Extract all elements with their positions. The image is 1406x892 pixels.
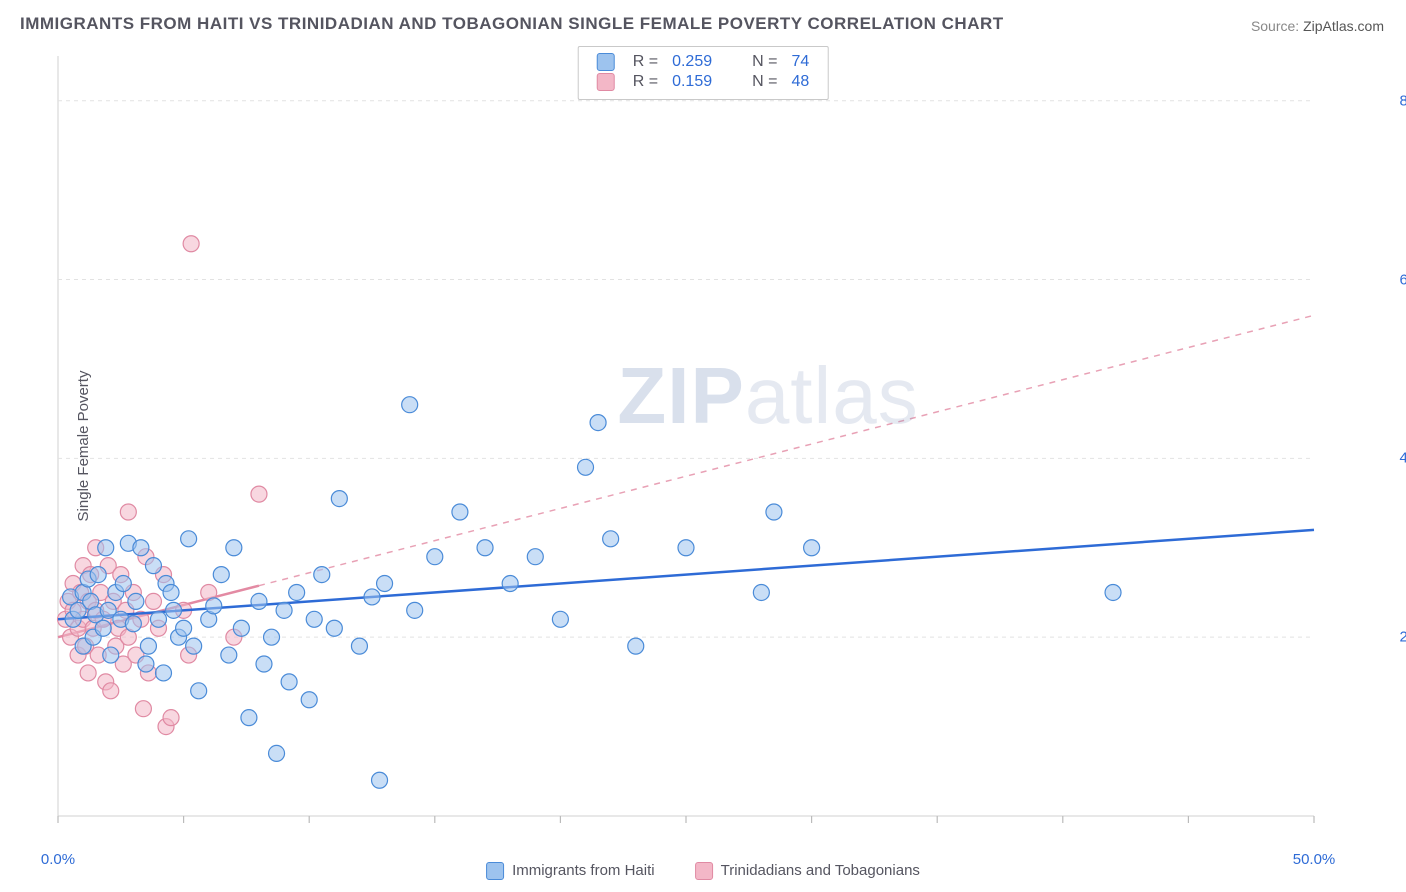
series-legend: Immigrants from Haiti Trinidadians and To… (486, 862, 920, 880)
legend-label: Immigrants from Haiti (512, 862, 655, 879)
y-tick-label: 80.0% (1399, 92, 1406, 109)
legend-item: Immigrants from Haiti (486, 862, 655, 880)
x-tick-label: 0.0% (41, 851, 75, 868)
stats-legend-row: R = 0.159 N = 48 (597, 73, 810, 91)
x-tick-label: 50.0% (1293, 851, 1336, 868)
stat-r-label: R = (633, 73, 658, 91)
stat-n-label: N = (752, 53, 777, 71)
stats-legend: R = 0.259 N = 74 R = 0.159 N = 48 (578, 46, 829, 100)
legend-label: Trinidadians and Tobagonians (721, 862, 920, 879)
y-tick-label: 60.0% (1399, 271, 1406, 288)
legend-swatch (695, 862, 713, 880)
y-tick-label: 20.0% (1399, 629, 1406, 646)
legend-item: Trinidadians and Tobagonians (695, 862, 920, 880)
stat-r-value: 0.159 (672, 73, 712, 91)
stats-legend-row: R = 0.259 N = 74 (597, 53, 810, 71)
stat-n-value: 74 (791, 53, 809, 71)
chart-svg (54, 50, 1384, 840)
legend-swatch (597, 73, 615, 91)
stat-n-label: N = (752, 73, 777, 91)
source-attribution: Source: ZipAtlas.com (1251, 18, 1384, 34)
legend-swatch (486, 862, 504, 880)
legend-swatch (597, 53, 615, 71)
stat-r-value: 0.259 (672, 53, 712, 71)
plot-area: 20.0%40.0%60.0%80.0%0.0%50.0% (54, 50, 1384, 840)
y-tick-label: 40.0% (1399, 450, 1406, 467)
source-value: ZipAtlas.com (1303, 18, 1384, 34)
stat-n-value: 48 (791, 73, 809, 91)
source-label: Source: (1251, 18, 1299, 34)
chart-title: IMMIGRANTS FROM HAITI VS TRINIDADIAN AND… (20, 14, 1004, 34)
stat-r-label: R = (633, 53, 658, 71)
